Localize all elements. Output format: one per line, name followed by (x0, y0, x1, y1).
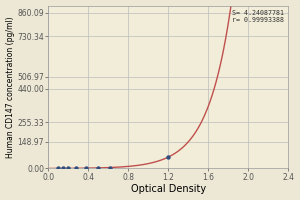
Point (74, 167, 79, 170)
Point (66, 167, 71, 170)
X-axis label: Optical Density: Optical Density (131, 184, 206, 194)
Point (61, 167, 66, 170)
Point (56, 167, 61, 170)
Point (108, 166, 113, 169)
Point (166, 155, 171, 159)
Y-axis label: Human CD147 concentration (pg/ml): Human CD147 concentration (pg/ml) (6, 16, 15, 158)
Point (84, 167, 89, 170)
Point (96, 166, 101, 170)
Text: S= 4.24087781
r= 0.99993388: S= 4.24087781 r= 0.99993388 (232, 10, 284, 23)
